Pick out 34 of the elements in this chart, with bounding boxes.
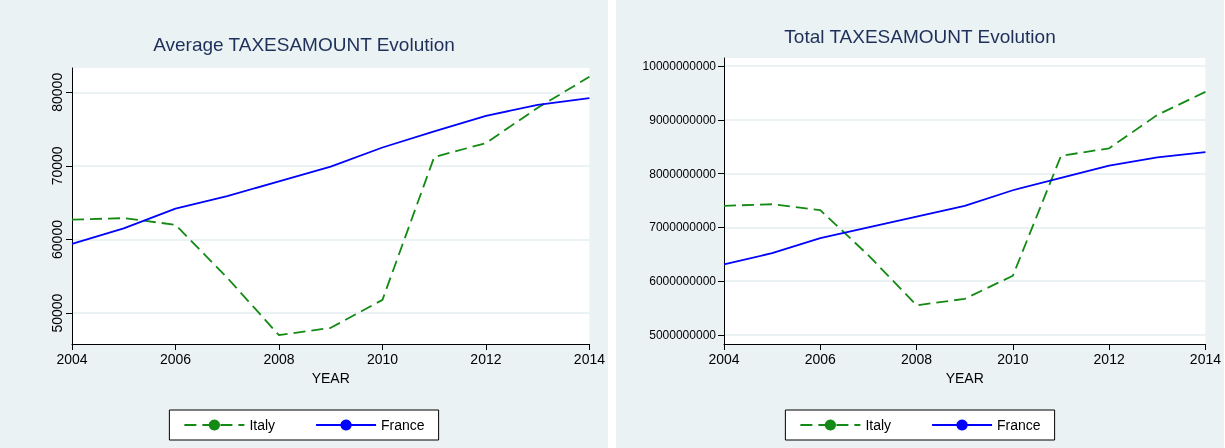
y-tick-label: 8000000000 bbox=[649, 166, 717, 181]
y-tick-label: 9000000000 bbox=[649, 112, 717, 127]
y-tick-label: 80000 bbox=[49, 72, 65, 112]
chart-title: Total TAXESAMOUNT Evolution bbox=[784, 26, 1056, 47]
x-tick-label: 2004 bbox=[708, 351, 740, 367]
legend-label: Italy bbox=[249, 417, 276, 433]
legend-label: Italy bbox=[865, 417, 892, 433]
line-series bbox=[723, 151, 1207, 266]
line-series bbox=[71, 75, 591, 337]
y-tick-label: 6000000000 bbox=[649, 274, 717, 289]
line-series bbox=[723, 90, 1207, 307]
y-tick-label: 5000000000 bbox=[649, 327, 717, 342]
y-tick-label: 50000 bbox=[49, 293, 65, 333]
y-tick-label: 60000 bbox=[49, 219, 65, 259]
x-tick-label: 2004 bbox=[56, 351, 88, 367]
x-tick-label: 2014 bbox=[573, 351, 606, 367]
chart-title: Average TAXESAMOUNT Evolution bbox=[153, 34, 455, 55]
line-series bbox=[71, 97, 591, 245]
x-tick-label: 2010 bbox=[366, 351, 399, 367]
x-tick-label: 2006 bbox=[804, 351, 837, 367]
y-tick-label: 70000 bbox=[49, 146, 65, 186]
x-tick-label: 2008 bbox=[900, 351, 933, 367]
x-axis-title: YEAR bbox=[311, 369, 350, 386]
x-tick-label: 2008 bbox=[263, 351, 295, 367]
x-tick-label: 2010 bbox=[997, 351, 1029, 367]
legend-label: France bbox=[997, 417, 1041, 433]
y-tick-label: 10000000000 bbox=[642, 59, 717, 74]
legend-label: France bbox=[381, 417, 425, 433]
x-tick-label: 2014 bbox=[1189, 351, 1222, 367]
x-axis-title: YEAR bbox=[945, 369, 984, 386]
y-tick-label: 7000000000 bbox=[649, 220, 717, 235]
x-tick-label: 2012 bbox=[1093, 351, 1125, 367]
x-tick-label: 2006 bbox=[159, 351, 192, 367]
x-tick-label: 2012 bbox=[470, 351, 502, 367]
